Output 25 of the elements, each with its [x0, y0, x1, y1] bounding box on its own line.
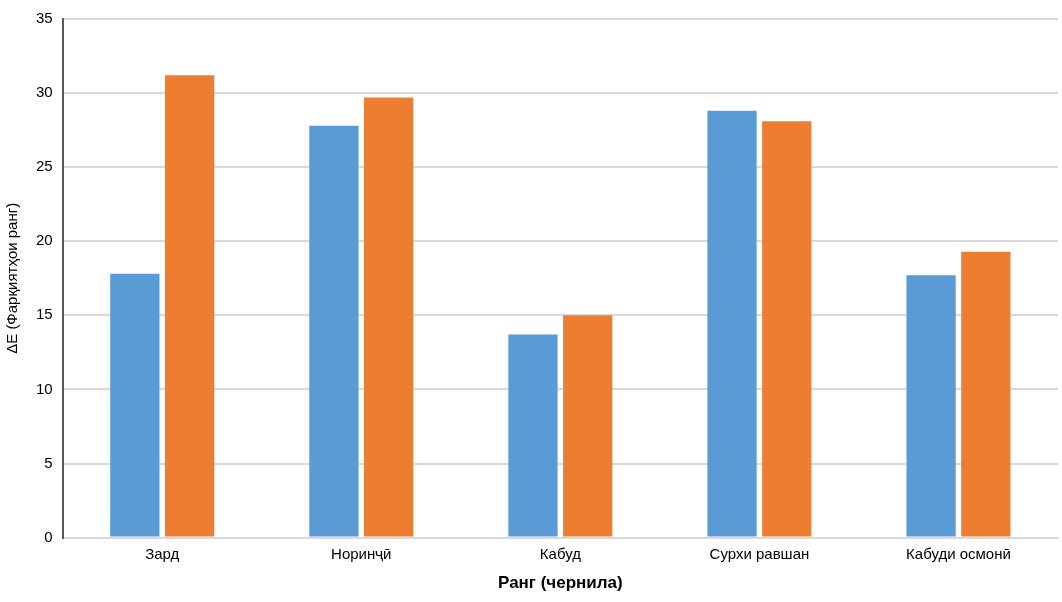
y-tick-label: 15 — [36, 305, 53, 323]
bar — [508, 334, 558, 537]
x-tick-label: Зард — [145, 544, 180, 562]
bar — [110, 273, 160, 537]
bar — [707, 110, 757, 537]
bar — [563, 315, 613, 537]
y-tick-label: 35 — [36, 9, 53, 27]
x-axis-title: Ранг (чернила) — [498, 573, 623, 593]
bar — [961, 251, 1011, 537]
x-tick-label: Кабуд — [539, 544, 582, 562]
y-axis-title: ΔE (Фарқиятҳои ранг) — [3, 202, 21, 354]
bar — [906, 275, 956, 537]
bar — [309, 125, 359, 537]
x-tick-label: Кабуди осмонӣ — [906, 544, 1011, 562]
x-tick-label: Сурхи равшан — [709, 544, 810, 562]
bar — [364, 97, 414, 537]
bar — [164, 75, 215, 537]
y-tick-label: 20 — [36, 231, 53, 249]
x-tick-label: Норинҷӣ — [331, 544, 392, 562]
y-tick-label: 30 — [36, 83, 53, 101]
y-tick-label: 5 — [44, 453, 53, 471]
y-tick-label: 25 — [36, 157, 53, 175]
bar — [762, 121, 812, 537]
y-tick-label: 0 — [44, 527, 53, 545]
y-tick-label: 10 — [36, 379, 53, 397]
